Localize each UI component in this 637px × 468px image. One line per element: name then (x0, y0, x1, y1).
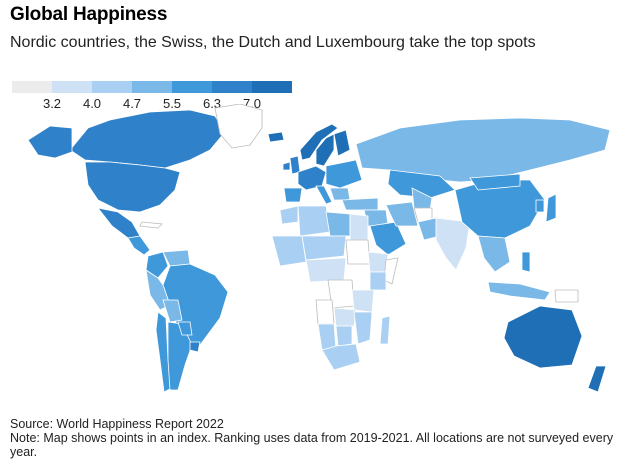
chart-title: Global Happiness (10, 4, 168, 25)
map-region-indonesia (487, 281, 551, 301)
map-region-japan (545, 193, 557, 223)
legend-swatch (172, 81, 212, 93)
map-region-mongolia (469, 173, 521, 191)
map-region-italy (315, 185, 333, 205)
map-region-finland (333, 129, 351, 157)
legend-swatch (12, 81, 52, 93)
map-region-saudi-arabia (369, 221, 407, 256)
map-region-norway (299, 123, 339, 161)
map-region-turkey (341, 197, 379, 211)
map-region-india (435, 217, 471, 271)
map-region-central-africa (305, 257, 347, 283)
map-region-sahel (301, 235, 347, 261)
map-region-united-kingdom (289, 155, 301, 175)
legend-tick-label: 5.5 (162, 96, 182, 111)
legend-swatch (52, 81, 92, 93)
map-region-bolivia (162, 299, 183, 323)
map-region-central-america (127, 235, 151, 256)
map-region-southeast-asia (477, 235, 511, 273)
map-region-eastern-europe (325, 159, 363, 189)
map-region-greenland (214, 104, 263, 149)
map-region-mexico (97, 207, 141, 239)
map-region-paraguay (177, 321, 193, 336)
legend-tick-label: 4.0 (82, 96, 102, 111)
map-region-sweden (315, 133, 335, 167)
legend-swatch (132, 81, 172, 93)
legend-tick-label: 6.3 (202, 96, 222, 111)
map-region-tanzania (351, 289, 375, 313)
legend-swatch (252, 81, 292, 93)
map-region-uruguay (189, 341, 201, 353)
color-legend: 3.2 4.0 4.7 5.5 6.3 7.0 (12, 81, 292, 112)
chart-subtitle: Nordic countries, the Swiss, the Dutch a… (10, 34, 536, 51)
legend-tick-labels: 3.2 4.0 4.7 5.5 6.3 7.0 (12, 96, 292, 112)
map-region-united-states (84, 161, 181, 213)
map-region-morocco (279, 205, 299, 225)
note-text: Note: Map shows points in an index. Rank… (10, 431, 614, 459)
map-region-south-africa (321, 343, 361, 371)
map-region-new-zealand (587, 365, 607, 393)
map-region-colombia (145, 251, 169, 279)
map-region-iceland (267, 131, 285, 143)
map-region-west-africa (271, 235, 307, 267)
map-region-sudan (345, 239, 371, 265)
map-region-algeria (297, 205, 331, 237)
map-region-kenya (369, 271, 387, 291)
map-region-canada (69, 109, 226, 169)
legend-tick-label: 4.7 (122, 96, 142, 111)
chart-footer: Source: World Happiness Report 2022 Note… (10, 417, 630, 459)
legend-tick-label: 3.2 (42, 96, 62, 111)
map-region-mozambique (353, 311, 373, 345)
map-region-korea (535, 199, 545, 213)
map-region-namibia (317, 323, 337, 351)
legend-swatch (212, 81, 252, 93)
map-region-australia (503, 305, 583, 369)
legend-swatch (92, 81, 132, 93)
map-region-egypt (349, 213, 369, 241)
legend-color-bar (12, 81, 292, 93)
map-region-cuba (139, 221, 163, 229)
map-region-balkans (329, 187, 351, 201)
map-region-zambia (333, 307, 357, 327)
map-region-philippines (521, 251, 531, 273)
map-region-libya (325, 211, 351, 237)
map-region-iberia (283, 187, 303, 203)
map-region-alaska (27, 125, 73, 159)
map-region-papua-new-guinea (554, 289, 579, 303)
world-map (27, 104, 611, 393)
source-text: Source: World Happiness Report 2022 (10, 417, 224, 431)
map-region-ireland (282, 161, 291, 171)
map-region-chile (155, 311, 173, 393)
map-region-iran (385, 201, 419, 227)
map-region-angola (315, 299, 335, 325)
map-region-madagascar (379, 315, 391, 345)
map-region-botswana (335, 325, 353, 347)
